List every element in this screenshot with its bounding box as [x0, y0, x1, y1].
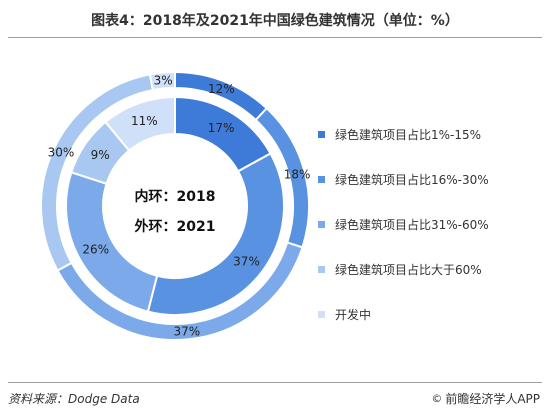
brand-credit: © 前瞻经济学人APP [431, 390, 540, 407]
copyright-symbol-icon: © [431, 392, 443, 405]
outer-ring-data-label: 12% [208, 82, 235, 96]
inner-ring-slice [146, 152, 285, 316]
legend-swatch [318, 265, 325, 273]
inner-ring-data-label: 11% [131, 114, 158, 128]
inner-ring-data-label: 17% [208, 121, 235, 135]
legend-label: 绿色建筑项目占比1%-15% [335, 127, 482, 142]
outer-ring-data-label: 3% [154, 74, 173, 88]
legend-item: 绿色建筑项目占比大于60% [318, 259, 489, 279]
legend-swatch [318, 310, 325, 318]
inner-ring-data-label: 9% [91, 148, 110, 162]
source-note: 资料来源：Dodge Data [8, 392, 140, 406]
legend: 绿色建筑项目占比1%-15% 绿色建筑项目占比16%-30% 绿色建筑项目占比3… [318, 124, 489, 349]
legend-item: 开发中 [318, 304, 489, 324]
legend-item: 绿色建筑项目占比1%-15% [318, 124, 489, 144]
outer-ring-slice [148, 70, 176, 92]
legend-label: 绿色建筑项目占比31%-60% [335, 217, 489, 232]
inner-ring-caption: 内环：2018 [134, 189, 216, 205]
legend-swatch [318, 175, 325, 183]
legend-label: 开发中 [335, 307, 372, 322]
legend-label: 绿色建筑项目占比16%-30% [335, 172, 489, 187]
inner-ring-data-label: 26% [82, 243, 109, 257]
top-divider [8, 37, 542, 38]
legend-item: 绿色建筑项目占比16%-30% [318, 169, 489, 189]
outer-ring-caption: 外环：2021 [134, 219, 216, 235]
inner-ring-slice [104, 95, 176, 152]
outer-ring-data-label: 30% [48, 145, 75, 159]
brand-name: 前瞻经济学人APP [445, 392, 540, 406]
chart-title: 图表4：2018年及2021年中国绿色建筑情况（单位：%） [91, 13, 459, 29]
legend-swatch [318, 130, 325, 138]
outer-ring-data-label: 37% [174, 324, 201, 338]
legend-swatch [318, 220, 325, 228]
legend-label: 绿色建筑项目占比大于60% [335, 262, 482, 277]
legend-item: 绿色建筑项目占比31%-60% [318, 214, 489, 234]
bottom-divider [8, 382, 542, 383]
inner-ring-data-label: 37% [233, 254, 260, 268]
outer-ring-data-label: 18% [284, 168, 311, 182]
